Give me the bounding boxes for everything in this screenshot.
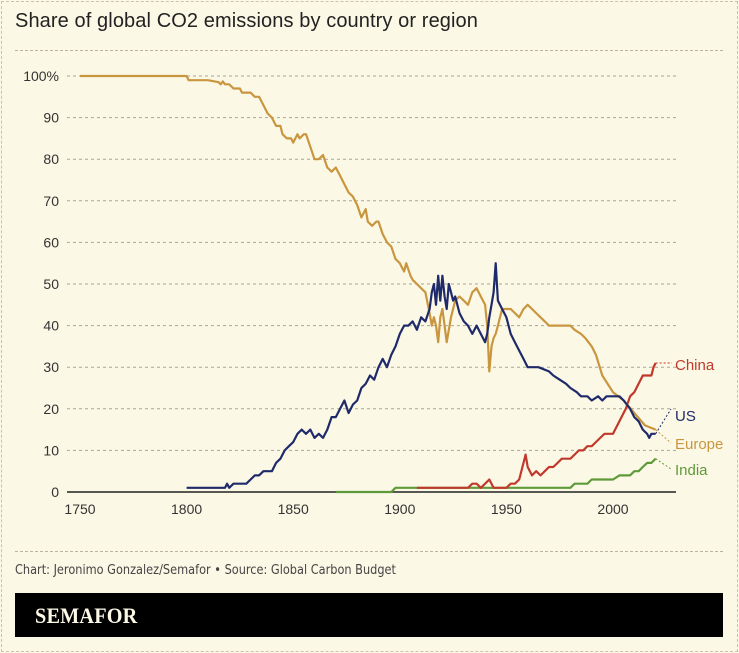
- series-line-europe: [80, 74, 657, 431]
- x-tick-label: 1900: [384, 501, 415, 517]
- series-lines: [80, 74, 657, 494]
- y-tick-label: 30: [43, 359, 59, 375]
- y-axis-ticks: 0 10 20 30 40 50 60 70 80 90 100%: [23, 68, 59, 500]
- y-tick-label: 10: [43, 442, 59, 458]
- y-tick-label: 100%: [23, 68, 59, 84]
- x-tick-label: 1750: [64, 501, 95, 517]
- y-tick-label: 0: [51, 484, 59, 500]
- series-line-us: [186, 262, 656, 489]
- leader-line-us: [655, 408, 672, 435]
- title-divider: [15, 50, 723, 51]
- y-tick-label: 60: [43, 234, 59, 250]
- series-label-europe: Europe: [675, 436, 723, 453]
- y-tick-label: 70: [43, 193, 59, 209]
- x-tick-label: 1950: [491, 501, 522, 517]
- line-chart: 0 10 20 30 40 50 60 70 80 90 100% 1750 1800 1850 1900…: [23, 68, 723, 517]
- x-tick-label: 2000: [597, 501, 628, 517]
- chart-title: Share of global CO2 emissions by country…: [15, 10, 479, 32]
- y-tick-label: 50: [43, 276, 59, 292]
- y-tick-label: 90: [43, 110, 59, 126]
- series-labels: China US Europe India: [655, 357, 723, 479]
- leader-line-europe: [655, 429, 672, 444]
- series-label-us: US: [675, 408, 696, 425]
- y-tick-label: 40: [43, 318, 59, 334]
- leader-line-india: [655, 458, 672, 470]
- series-line-india: [335, 457, 657, 494]
- series-line-china: [416, 362, 657, 489]
- x-tick-label: 1850: [278, 501, 309, 517]
- brand-bar: SEMAFOR: [15, 593, 723, 637]
- semafor-logo: SEMAFOR: [35, 603, 138, 628]
- y-tick-label: 80: [43, 151, 59, 167]
- series-label-india: India: [675, 462, 708, 479]
- y-tick-label: 20: [43, 401, 59, 417]
- footer-divider: [15, 551, 723, 552]
- gridlines: [67, 75, 676, 493]
- series-label-china: China: [675, 357, 715, 374]
- x-tick-label: 1800: [171, 501, 202, 517]
- source-credit: Chart: Jeronimo Gonzalez/Semafor • Sourc…: [15, 562, 396, 578]
- x-axis-ticks: 1750 1800 1850 1900 1950 2000: [64, 501, 628, 517]
